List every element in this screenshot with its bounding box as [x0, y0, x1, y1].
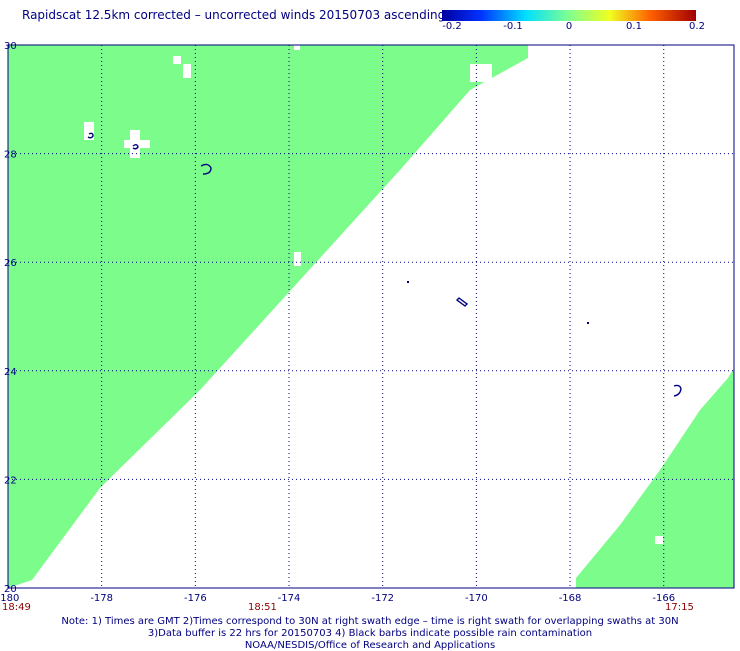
barb: [200, 163, 212, 175]
colorbar-tick: 0.2: [689, 21, 705, 32]
lon-tick-label: -170: [465, 593, 488, 604]
data-gaps: [84, 44, 663, 544]
axis-labels: -180 -178 -176 -174 -172 -170 -168 -166 30 28 26 24…: [0, 41, 675, 604]
time-label: 17:15: [665, 602, 694, 613]
colorbar-tick: 0.1: [626, 21, 642, 32]
gap: [183, 64, 191, 78]
barb: [455, 297, 469, 307]
lat-tick-label: 20: [4, 584, 17, 595]
colorbar-tick: -0.2: [442, 21, 462, 32]
lon-tick-label: -176: [184, 593, 207, 604]
map-frame: [7, 44, 735, 589]
colorbar-tick: -0.1: [503, 21, 523, 32]
gap: [655, 536, 663, 544]
speck: [587, 322, 589, 324]
note-line-3: NOAA/NESDIS/Office of Research and Appli…: [244, 640, 496, 651]
gap: [130, 130, 140, 158]
lon-tick-label: -166: [652, 593, 675, 604]
lat-tick-label: 28: [4, 150, 17, 161]
barb: [87, 132, 94, 139]
speck: [407, 281, 409, 283]
lat-tick-label: 22: [4, 475, 17, 486]
time-label: 18:51: [248, 602, 277, 613]
lat-tick-label: 24: [4, 367, 17, 378]
lon-tick-label: -168: [559, 593, 582, 604]
colorbar: [442, 10, 696, 21]
gap: [84, 122, 94, 140]
swath-left-polygon: [8, 45, 528, 588]
lat-tick-label: 30: [4, 41, 17, 52]
gap: [173, 56, 181, 64]
time-label: 18:49: [2, 602, 31, 613]
specks: [407, 281, 589, 324]
note-line-1: Note: 1) Times are GMT 2)Times correspon…: [61, 616, 679, 627]
lon-tick-label: -172: [371, 593, 394, 604]
swath-right-polygon: [576, 368, 734, 588]
swath-right: [576, 368, 734, 588]
lon-tick-label: -180: [0, 593, 19, 604]
colorbar-tick: 0: [565, 21, 573, 32]
lon-tick-label: -178: [90, 593, 113, 604]
chart-title: Rapidscat 12.5km corrected – uncorrected…: [22, 8, 446, 22]
time-labels: 18:49 18:51 17:15: [2, 602, 694, 613]
gap: [470, 64, 492, 82]
rain-barbs: [87, 132, 682, 397]
lon-tick-label: -174: [278, 593, 301, 604]
gap: [294, 44, 300, 50]
lat-tick-label: 26: [4, 258, 17, 269]
swath-left: [8, 45, 528, 588]
gap: [294, 252, 301, 266]
note-line-2: 3)Data buffer is 22 hrs for 20150703 4) …: [147, 628, 593, 639]
barb: [673, 384, 682, 397]
barb: [132, 144, 139, 150]
